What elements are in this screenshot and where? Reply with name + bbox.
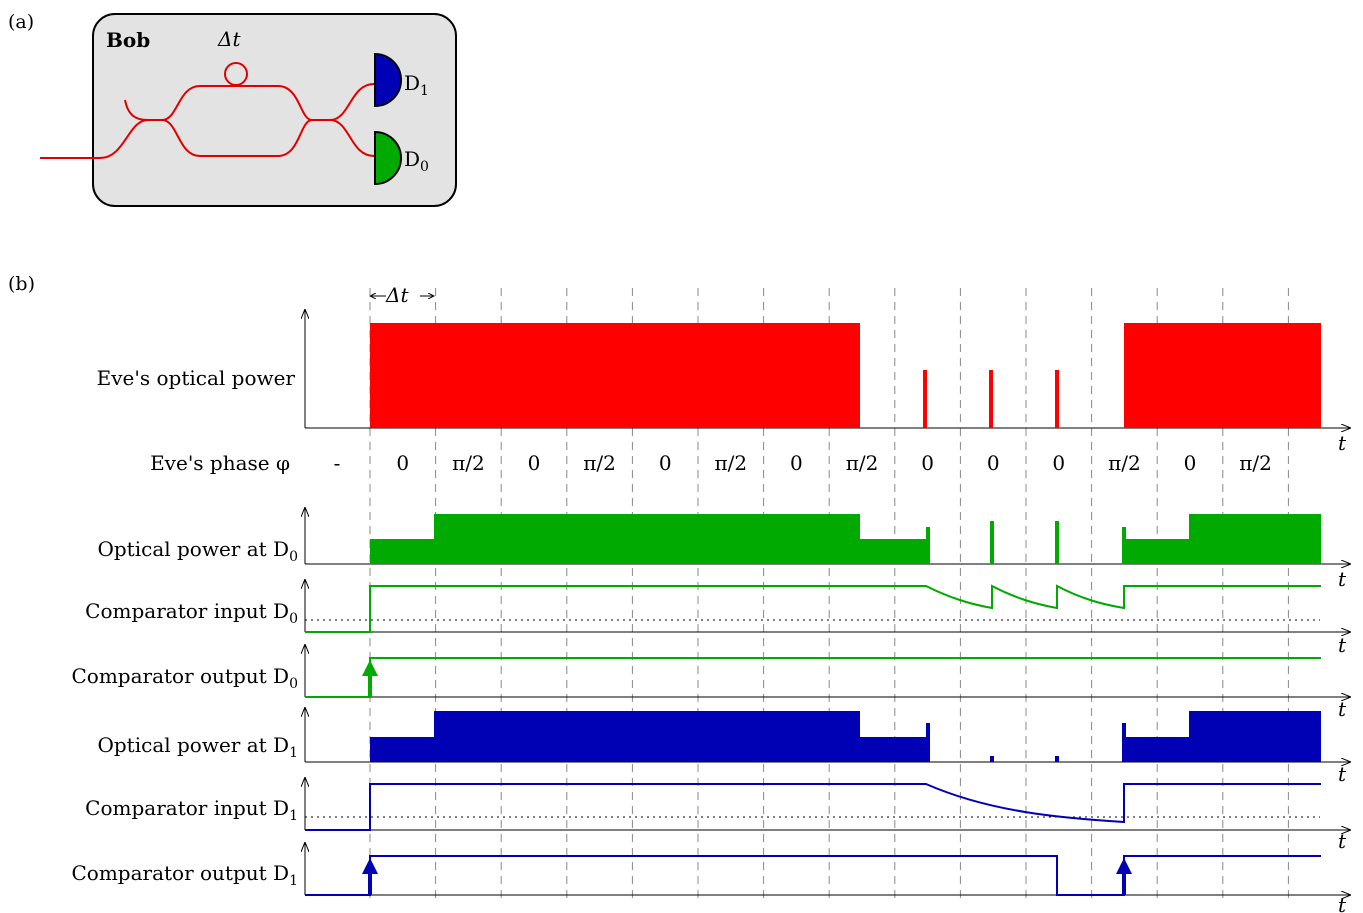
d1-trigger-arrow-icon-1 [362,858,378,874]
phase-value: 0 [790,451,803,475]
row-label-d1-comp-in: Comparator input D1 [85,796,298,824]
phase-value: π/2 [583,451,616,475]
d1-comp-in-trace [305,783,1321,831]
row-label-eve-power: Eve's optical power [97,366,296,390]
phase-value: 0 [659,451,672,475]
eve-power-pulse-1 [923,370,927,428]
delay-label: Δt [217,27,241,51]
d1-comp-out-trace [305,855,1321,896]
detector-d1-label: D1 [404,71,429,99]
row-phase: Eve's phase φ - 0 π/2 0 π/2 0 π/2 0 π/2 0 0 0 π/2 0 π/… [150,451,1272,475]
eve-power-block-2 [1124,323,1321,428]
detector-d0: D0 [374,130,429,186]
row-d0-power: Optical power at D0 [97,508,1350,565]
interferometer-fiber [40,62,375,159]
row-d1-comp-in: Comparator input D1 t [85,762,1350,830]
phase-value: 0 [987,451,1000,475]
eve-power-block-1 [370,323,860,428]
row-d1-power: Optical power at D1 t [97,697,1350,762]
delta-t-annotation: Δt [370,283,434,307]
delta-t-label: Δt [385,283,409,307]
row-label-d1-comp-out: Comparator output D1 [71,861,298,889]
bob-title: Bob [106,28,150,52]
phase-value: π/2 [846,451,879,475]
detector-d0-label: D0 [404,147,429,175]
row-label-d1-power: Optical power at D1 [97,733,298,761]
d0-power-block-1 [370,514,930,564]
row-d0-comp-out: Comparator output D0 t [71,633,1350,697]
row-eve-power: Eve's optical power t [97,310,1350,455]
row-label-d0-power: Optical power at D0 [97,537,298,565]
phase-value: 0 [396,451,409,475]
time-axis-label-bottom: t [1338,893,1347,913]
d0-comp-out-trace [305,657,1321,698]
d0-power-pulse-2 [1055,521,1059,564]
time-axis-label: t [1338,762,1347,786]
d1-trigger-arrow-icon-2 [1116,858,1132,874]
d1-power-pulse-2 [1055,756,1059,762]
phase-value: 0 [528,451,541,475]
time-axis-label: t [1338,697,1347,721]
row-label-d0-comp-out: Comparator output D0 [71,664,298,692]
phase-value: π/2 [714,451,747,475]
detector-d1: D1 [374,52,429,108]
time-axis-label: t [1338,567,1347,591]
bob-box: Bob Δt [92,13,457,207]
d1-power-pulse-1 [990,756,994,762]
d0-comp-in-trace [305,584,1321,633]
d1-power-block-1 [370,711,930,762]
d0-power-block-2 [1122,514,1321,564]
time-axis-label: t [1338,633,1347,657]
panel-a-label: (a) [8,11,34,33]
phase-values: - 0 π/2 0 π/2 0 π/2 0 π/2 0 0 0 π/2 0 π/2 [334,451,1272,475]
phase-value: - [334,451,341,475]
phase-row-label: Eve's phase φ [150,451,290,475]
time-axis-label: t [1338,431,1347,455]
eve-power-pulse-3 [1055,370,1059,428]
d0-power-pulse-1 [990,521,994,564]
time-axis-label: t [1338,829,1347,853]
d1-power-block-2 [1122,711,1321,762]
phase-value: 0 [921,451,934,475]
d0-trigger-arrow-icon [362,660,378,676]
phase-value: 0 [1184,451,1197,475]
row-d0-comp-in: Comparator input D0 t [85,567,1350,632]
phase-value: π/2 [1239,451,1272,475]
row-label-d0-comp-in: Comparator input D0 [85,599,298,627]
panel-b-label: (b) [8,273,35,295]
phase-value: π/2 [452,451,485,475]
eve-power-pulse-2 [989,370,993,428]
phase-value: π/2 [1108,451,1141,475]
phase-value: 0 [1052,451,1065,475]
row-d1-comp-out: Comparator output D1 t t [71,829,1350,913]
